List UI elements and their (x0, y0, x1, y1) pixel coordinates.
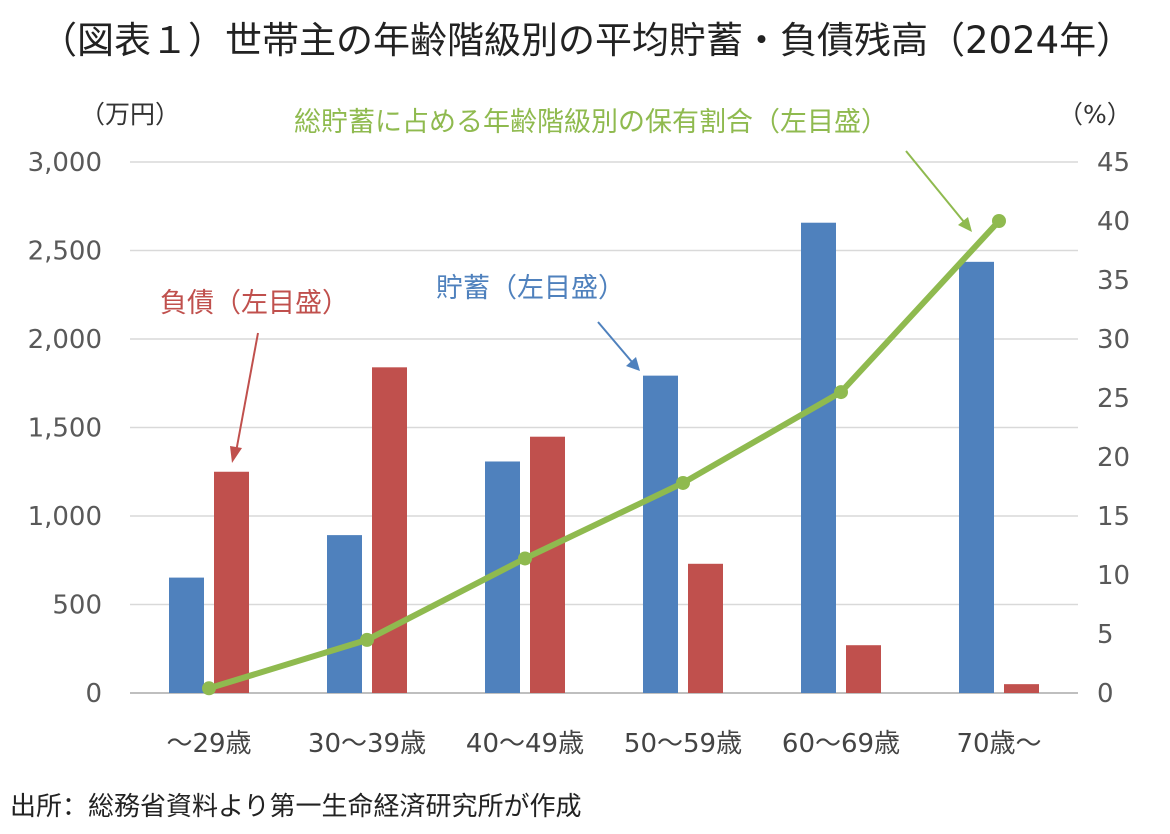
share-point (676, 475, 690, 490)
left-axis-unit: （万円） (80, 100, 180, 129)
left-tick-label: 500 (52, 591, 102, 621)
chart: 0 500 1,000 1,500 2,000 2,500 3,000 0 5 10 15 20 25… (28, 100, 1132, 759)
right-axis-unit: （%） (1058, 100, 1132, 129)
category-label: 70歳～ (956, 729, 1041, 759)
category-label: ～29歳 (166, 729, 251, 759)
share-line (202, 214, 1006, 696)
annotation-share-arrowhead (958, 217, 972, 232)
left-tick-label: 1,500 (28, 414, 102, 444)
right-tick-label: 20 (1097, 443, 1130, 473)
right-tick-label: 35 (1097, 266, 1130, 296)
share-point (992, 214, 1006, 228)
right-tick-label: 25 (1097, 384, 1130, 414)
chart-title: （図表１）世帯主の年齢階級別の平均貯蓄・負債残高（2024年） (40, 19, 1134, 62)
right-tick-label: 0 (1097, 679, 1114, 709)
right-tick-label: 30 (1097, 325, 1130, 355)
share-point (518, 551, 532, 566)
bars (169, 222, 1039, 693)
annotation-savings-arrowhead (626, 357, 640, 371)
annotation-debt: 負債（左目盛） (160, 288, 349, 319)
annotation-share-arrow (905, 150, 965, 223)
category-label: 40～49歳 (466, 729, 584, 759)
share-point (834, 385, 848, 400)
debt-bar (846, 645, 881, 693)
savings-bar (801, 222, 836, 693)
right-axis-ticks: 0 5 10 15 20 25 30 35 40 45 (1097, 148, 1130, 709)
right-tick-label: 45 (1097, 148, 1130, 178)
left-tick-label: 3,000 (28, 148, 102, 178)
category-labels: ～29歳 30～39歳 40～49歳 50～59歳 60～69歳 70歳～ (166, 729, 1041, 759)
debt-bar (688, 563, 723, 693)
right-tick-label: 5 (1097, 620, 1114, 650)
debt-bar (530, 436, 565, 693)
left-tick-label: 0 (85, 679, 102, 709)
annotation-debt-arrowhead (230, 446, 242, 463)
annotation-share: 総貯蓄に占める年齢階級別の保有割合（左目盛） (294, 107, 888, 138)
category-label: 30～39歳 (308, 729, 426, 759)
annotation-debt-arrow (235, 332, 259, 453)
debt-bar (214, 471, 249, 693)
left-tick-label: 2,000 (28, 325, 102, 355)
debt-bar (372, 367, 407, 693)
savings-bar (643, 375, 678, 693)
left-tick-label: 2,500 (28, 237, 102, 267)
annotation-savings-arrow (597, 321, 633, 363)
source-note: 出所：総務省資料より第一生命経済研究所が作成 (10, 792, 582, 822)
right-tick-label: 40 (1097, 207, 1130, 237)
share-point (202, 681, 216, 696)
left-tick-label: 1,000 (28, 502, 102, 532)
savings-bar (959, 261, 994, 693)
savings-bar (169, 577, 204, 693)
annotation-savings: 貯蓄（左目盛） (436, 273, 625, 304)
share-line-path (206, 218, 1002, 692)
category-label: 50～59歳 (624, 729, 742, 759)
right-tick-label: 15 (1097, 502, 1130, 532)
savings-bar (327, 535, 362, 693)
category-label: 60～69歳 (782, 729, 900, 759)
right-tick-label: 10 (1097, 561, 1130, 591)
gridlines (130, 161, 1078, 694)
share-point (360, 632, 374, 647)
debt-bar (1004, 684, 1039, 693)
left-axis-ticks: 0 500 1,000 1,500 2,000 2,500 3,000 (28, 148, 102, 709)
